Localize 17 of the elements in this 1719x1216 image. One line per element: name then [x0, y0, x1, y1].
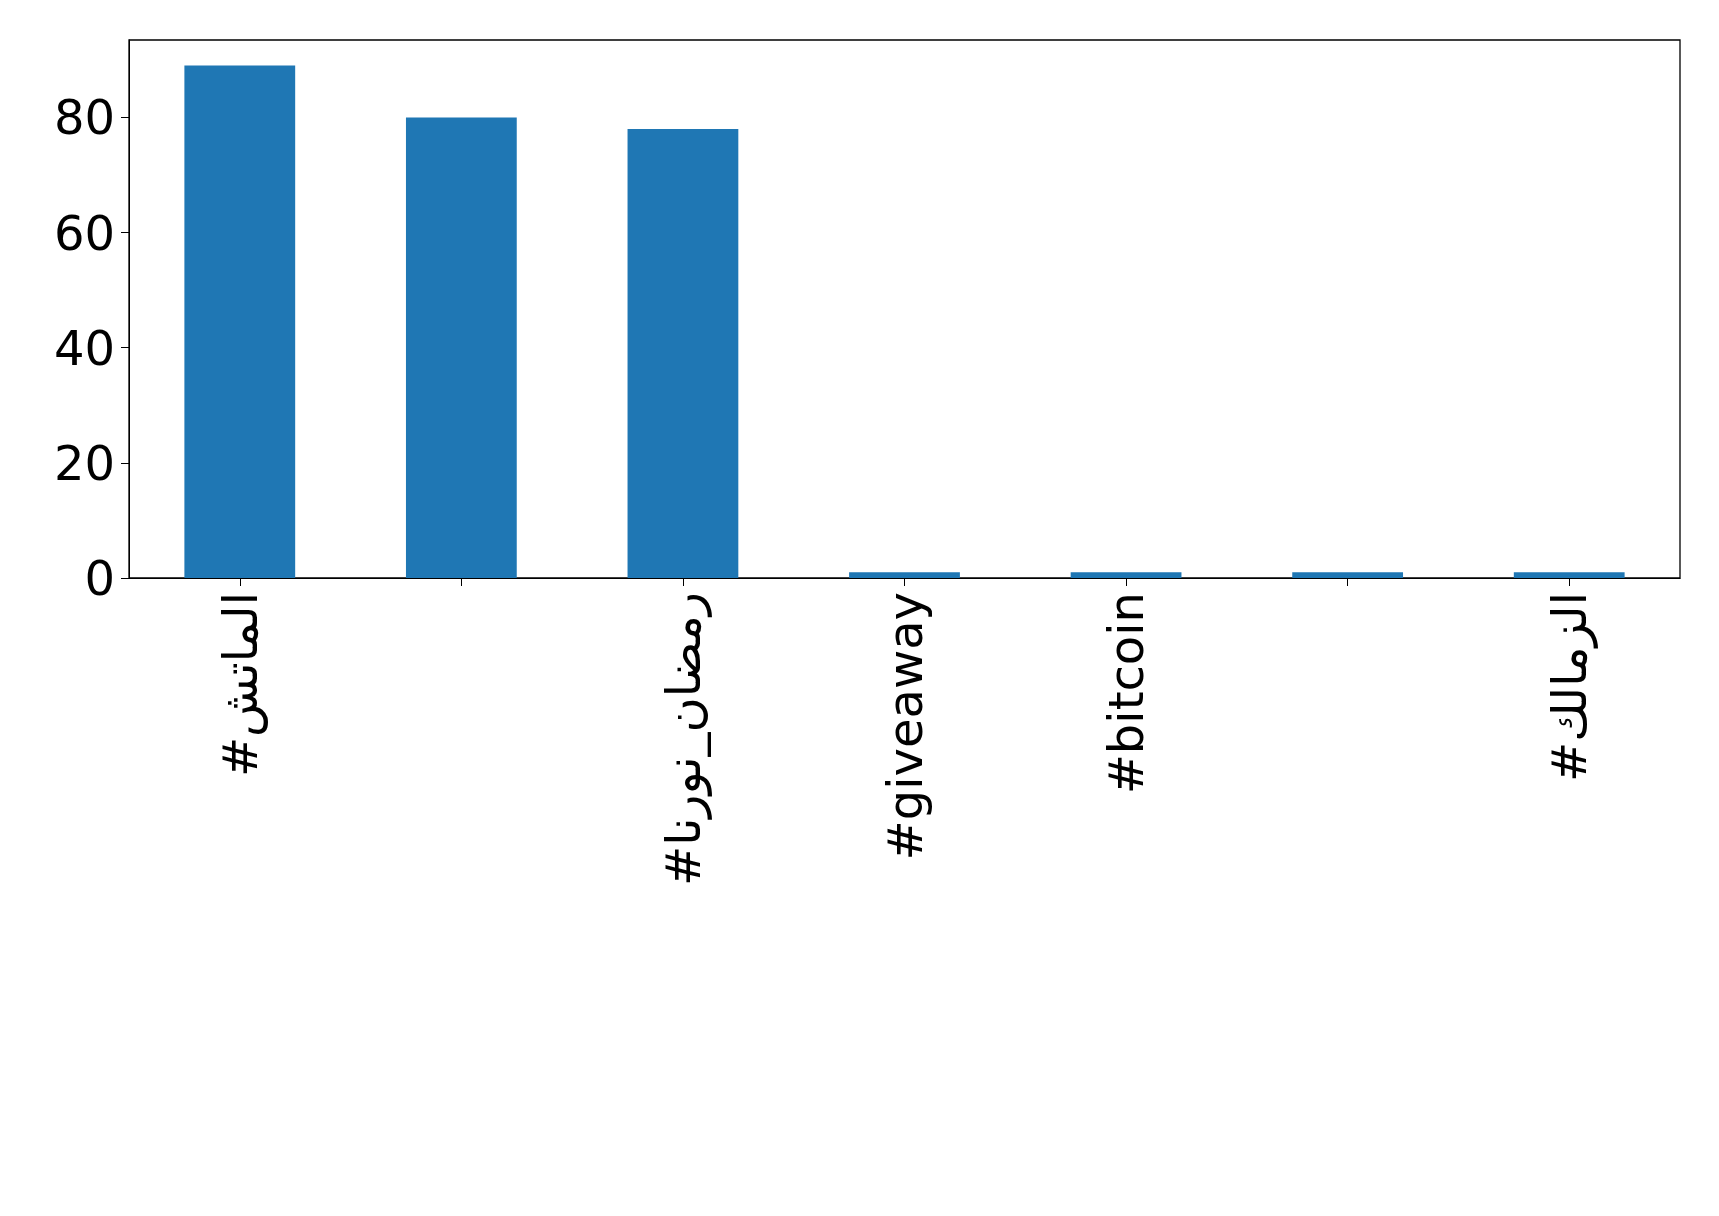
- y-tick-label: 0: [84, 550, 115, 606]
- y-tick-label: 20: [53, 434, 115, 491]
- x-tick-label: #bitcoin: [1098, 592, 1155, 795]
- bar: [1070, 572, 1182, 578]
- bar: [1292, 572, 1404, 578]
- y-tick-label: 60: [53, 204, 115, 261]
- x-tick-label: #giveaway: [876, 592, 933, 861]
- y-tick-label: 80: [53, 89, 115, 146]
- bar: [627, 128, 739, 578]
- bar: [405, 117, 517, 578]
- x-tick-label: #رمضان_نورنا: [654, 592, 712, 886]
- x-tick-label: #الزمالك: [1541, 592, 1599, 783]
- bar: [1513, 572, 1625, 578]
- x-tick-label: #الماتش: [211, 592, 268, 778]
- bar: [184, 65, 296, 578]
- y-tick-label: 40: [53, 319, 115, 376]
- bar: [849, 572, 960, 578]
